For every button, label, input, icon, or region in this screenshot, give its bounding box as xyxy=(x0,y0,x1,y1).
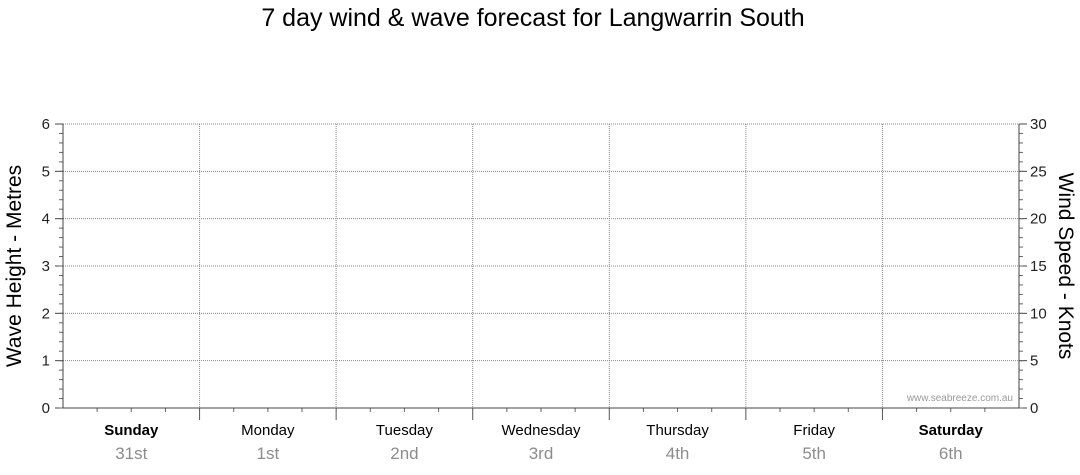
day-date-label: 3rd xyxy=(529,444,554,463)
watermark-text: www.seabreeze.com.au xyxy=(906,393,1013,404)
right-tick-label: 5 xyxy=(1030,353,1038,370)
right-tick-label: 30 xyxy=(1030,116,1047,133)
right-tick-label: 15 xyxy=(1030,258,1047,275)
tick-labels: 0 1 2 3 4 5 6 0 5 10 15 20 25 30 Sunday 31st Monday 1st Tu… xyxy=(42,116,1047,463)
day-date-label: 5th xyxy=(802,444,826,463)
day-name-label: Thursday xyxy=(646,422,709,439)
day-name-label: Friday xyxy=(793,422,835,439)
right-tick-label: 10 xyxy=(1030,305,1047,322)
right-tick-label: 20 xyxy=(1030,211,1047,228)
day-date-label: 4th xyxy=(666,444,690,463)
day-name-label: Tuesday xyxy=(376,422,433,439)
day-date-label: 6th xyxy=(939,444,963,463)
axes xyxy=(55,123,1027,420)
left-tick-label: 4 xyxy=(42,211,50,228)
day-name-label: Monday xyxy=(241,422,295,439)
left-tick-label: 6 xyxy=(42,116,50,133)
day-date-label: 2nd xyxy=(390,444,418,463)
right-axis-title: Wind Speed - Knots xyxy=(1054,173,1077,360)
left-tick-label: 0 xyxy=(42,400,50,417)
right-tick-label: 0 xyxy=(1030,400,1038,417)
right-tick-label: 25 xyxy=(1030,163,1047,180)
day-name-label: Sunday xyxy=(104,422,159,439)
left-axis-title: Wave Height - Metres xyxy=(3,165,26,367)
day-name-label: Saturday xyxy=(919,422,984,439)
left-tick-label: 2 xyxy=(42,305,50,322)
day-name-label: Wednesday xyxy=(502,422,581,439)
grid-lines xyxy=(63,123,1019,408)
day-date-label: 1st xyxy=(257,444,280,463)
left-tick-label: 3 xyxy=(42,258,50,275)
day-date-label: 31st xyxy=(115,444,147,463)
left-tick-label: 1 xyxy=(42,353,50,370)
chart-title: 7 day wind & wave forecast for Langwarri… xyxy=(261,4,805,32)
left-tick-label: 5 xyxy=(42,163,50,180)
